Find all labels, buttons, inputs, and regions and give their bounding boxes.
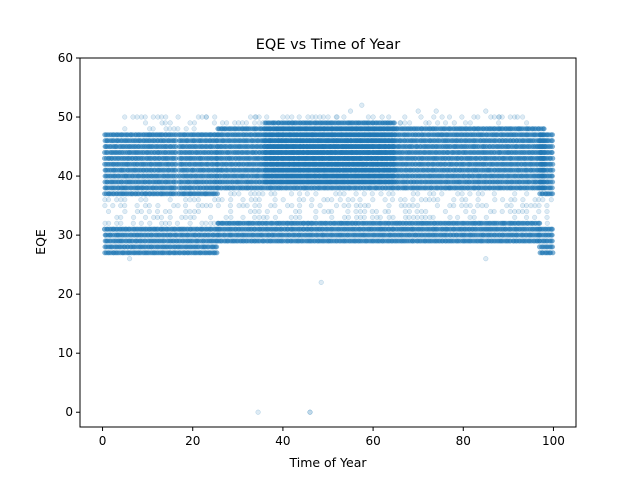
data-point (392, 132, 398, 138)
data-point (214, 191, 220, 197)
data-point (549, 138, 555, 144)
data-point (392, 167, 398, 173)
data-point (392, 161, 398, 167)
data-point (214, 250, 220, 256)
data-point (391, 144, 397, 150)
data-point (391, 149, 397, 156)
data-point (550, 161, 556, 167)
data-point (550, 191, 556, 197)
data-point (550, 155, 556, 161)
data-point (550, 167, 556, 173)
data-point (541, 126, 547, 132)
data-point (214, 244, 220, 250)
data-point (549, 185, 555, 191)
data-point (549, 144, 556, 150)
data-point (391, 155, 397, 161)
data-point (550, 179, 556, 185)
points-layer (101, 102, 556, 415)
data-point (549, 132, 556, 138)
data-point (549, 149, 555, 156)
data-point (391, 173, 397, 179)
data-point (549, 173, 555, 179)
data-point (391, 138, 397, 144)
data-point (391, 120, 397, 126)
data-point (391, 179, 397, 185)
